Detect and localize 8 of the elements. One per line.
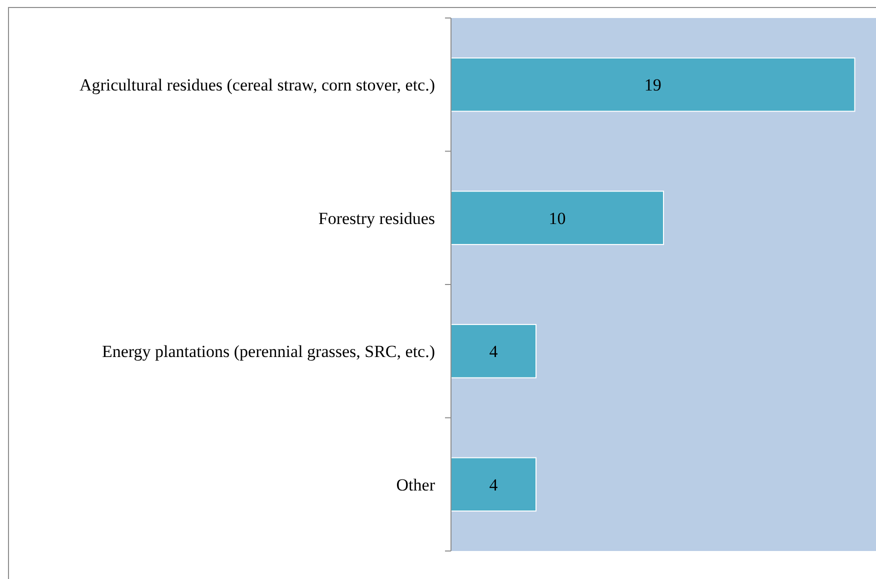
data-label: 19 [644, 76, 662, 95]
y-tick-label: Forestry residues [318, 208, 435, 228]
y-tick-label: Energy plantations (perennial grasses, SRC, etc.) [102, 342, 435, 362]
data-label: 10 [548, 208, 566, 228]
y-tick-label: Other [396, 475, 436, 494]
data-label: 4 [489, 475, 498, 494]
data-label: 4 [489, 342, 498, 362]
y-tick-label: Agricultural residues (cereal straw, corn stover, etc.) [79, 76, 435, 95]
